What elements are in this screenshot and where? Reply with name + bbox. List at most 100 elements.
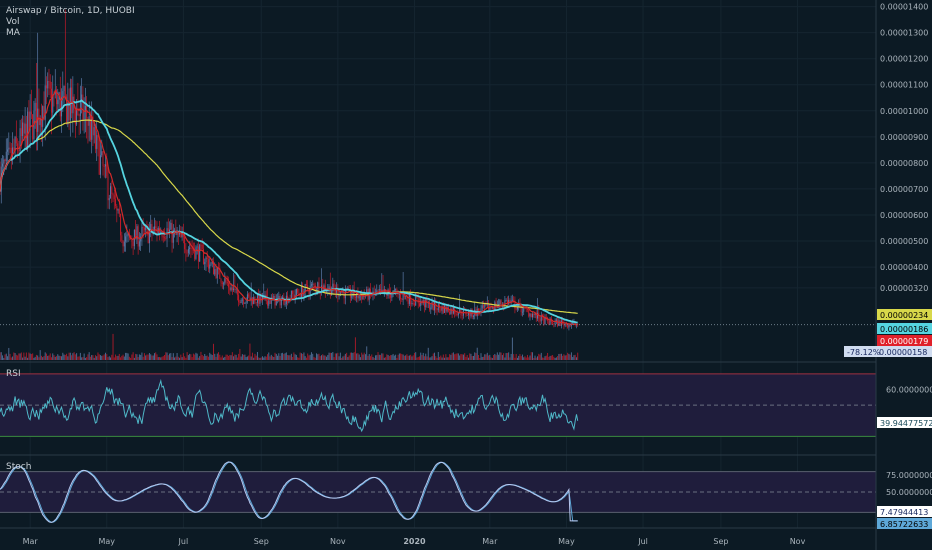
stoch-legend[interactable]: Stoch xyxy=(6,462,31,472)
candle-body xyxy=(295,288,297,296)
candle-body xyxy=(189,247,191,250)
vol-legend[interactable]: Vol xyxy=(6,17,19,27)
volume-bar xyxy=(490,357,492,360)
candle-body xyxy=(520,303,522,313)
volume-bar xyxy=(299,352,301,360)
candle-body xyxy=(380,289,382,291)
time-tick-label: Mar xyxy=(23,537,39,546)
symbol-title[interactable]: Airswap / Bitcoin, 1D, HUOBI xyxy=(6,6,135,16)
volume-bar xyxy=(456,353,458,360)
volume-bar xyxy=(206,355,208,360)
volume-bar xyxy=(211,354,213,360)
volume-bar xyxy=(331,352,333,360)
candle-body xyxy=(251,297,253,304)
candle-body xyxy=(93,127,95,136)
volume-bar xyxy=(142,356,144,360)
candle-body xyxy=(402,294,404,300)
volume-bar xyxy=(439,356,441,360)
price-axis[interactable]: 0.00001400 0.00001300 0.00001200 0.00001100… xyxy=(880,3,928,293)
volume-bar xyxy=(427,347,429,360)
candle-body xyxy=(38,108,40,126)
time-tick-label: Jul xyxy=(637,537,648,546)
candle-body xyxy=(407,300,409,304)
rsi-legend[interactable]: RSI xyxy=(6,369,21,379)
candle-body xyxy=(104,164,106,167)
volume-bar xyxy=(201,354,203,360)
candle-body xyxy=(449,311,451,315)
candle-body xyxy=(106,164,108,177)
volume-bar xyxy=(40,355,42,360)
candle-body xyxy=(87,118,89,126)
candle-body xyxy=(4,159,6,162)
volume-bar xyxy=(537,356,539,360)
time-tick-label: May xyxy=(558,537,575,546)
volume-bar xyxy=(558,353,560,360)
volume-bar xyxy=(508,352,510,360)
candle-body xyxy=(344,288,346,299)
volume-bar xyxy=(415,352,417,360)
volume-bar xyxy=(380,354,382,360)
volume-bar xyxy=(265,356,267,360)
volume-bar xyxy=(267,354,269,360)
volume-bar xyxy=(190,354,192,360)
rsi-pane[interactable] xyxy=(0,373,876,437)
candle-body xyxy=(219,267,221,279)
candle-body xyxy=(23,122,25,134)
volume-bar xyxy=(529,355,531,360)
candle-body xyxy=(516,306,518,310)
candle-body xyxy=(405,296,407,298)
ma-legend[interactable]: MA xyxy=(6,28,21,38)
volume-bar xyxy=(435,356,437,360)
price-badges: 0.00000234 0.00000186 0.00000179 -78.12%0.0… xyxy=(844,309,932,529)
volume-bar xyxy=(258,357,260,360)
volume-bar xyxy=(175,356,177,360)
price-tick-label: 0.00001300 xyxy=(880,29,928,38)
volume-bar xyxy=(336,353,338,360)
volume-bar xyxy=(283,354,285,360)
volume-bar xyxy=(486,352,488,360)
volume-bar xyxy=(52,353,54,360)
candle-body xyxy=(172,230,174,243)
volume-bar xyxy=(131,354,133,360)
chart-grid xyxy=(0,0,876,528)
volume-bar xyxy=(498,354,500,360)
volume-bar xyxy=(352,352,354,360)
time-axis[interactable]: Mar May Jul Sep Nov 2020 Mar May Jul Sep Nov xyxy=(23,537,806,546)
candle-body xyxy=(244,302,246,304)
candle-body xyxy=(450,308,452,315)
volume-bar xyxy=(449,354,451,360)
candle-body xyxy=(376,290,378,293)
candle-body xyxy=(101,151,103,156)
candle-body xyxy=(92,116,94,136)
candle-body xyxy=(155,226,157,228)
volume-bar xyxy=(244,354,246,360)
stoch-pane[interactable] xyxy=(0,461,876,523)
volume-bar xyxy=(375,355,377,360)
candle-body xyxy=(131,239,133,242)
candle-body xyxy=(64,85,66,97)
price-tick-label: 0.00001100 xyxy=(880,81,928,90)
candle-body xyxy=(539,318,541,322)
candle-body xyxy=(504,300,506,306)
volume-bar xyxy=(57,354,59,360)
volume-bar xyxy=(172,353,174,360)
candle-body xyxy=(67,102,69,125)
volume-bar xyxy=(307,353,309,360)
candle-body xyxy=(570,324,572,326)
volume-bar xyxy=(83,353,85,360)
volume-bar xyxy=(179,357,181,360)
volume-bar xyxy=(239,348,241,360)
volume-bar xyxy=(220,357,222,360)
candle-body xyxy=(310,284,312,286)
volume-bar xyxy=(264,356,266,360)
volume-bar xyxy=(549,355,551,360)
volume-bar xyxy=(349,352,351,360)
candle-body xyxy=(268,300,270,306)
stoch-d-value-label: 6.85722633 xyxy=(880,520,928,529)
volume-bar xyxy=(231,352,233,360)
candle-body xyxy=(221,282,223,284)
volume-bar xyxy=(437,352,439,360)
volume-bar xyxy=(37,355,39,360)
candle-body xyxy=(195,247,197,259)
